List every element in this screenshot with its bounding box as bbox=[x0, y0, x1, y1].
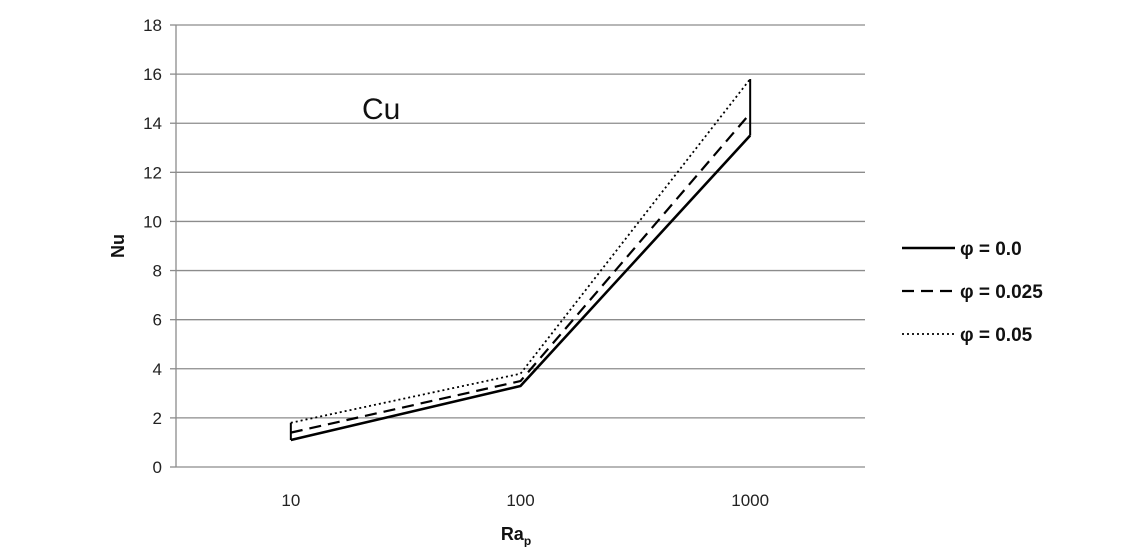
y-tick-label: 16 bbox=[143, 65, 162, 84]
legend-label: φ = 0.025 bbox=[960, 282, 1043, 303]
x-tick-label: 10 bbox=[281, 491, 300, 510]
series-lines bbox=[289, 78, 752, 442]
y-tick-label: 8 bbox=[153, 262, 162, 281]
legend: φ = 0.0 φ = 0.025 φ = 0.05 bbox=[902, 239, 1043, 346]
axes bbox=[170, 24, 865, 468]
legend-label: φ = 0.05 bbox=[960, 325, 1033, 346]
y-tick-label: 2 bbox=[153, 409, 162, 428]
y-tick-label: 4 bbox=[153, 360, 162, 379]
y-tick-label: 14 bbox=[143, 114, 162, 133]
grid-lines bbox=[176, 24, 865, 419]
tick-labels: 0 2 4 6 8 10 12 14 16 18 10 100 1000 bbox=[143, 16, 769, 510]
y-tick-label: 18 bbox=[143, 16, 162, 35]
y-tick-label: 12 bbox=[143, 163, 162, 182]
chart-annotation: Cu bbox=[362, 93, 400, 126]
y-tick-label: 6 bbox=[153, 311, 162, 330]
x-axis-title-subscript: p bbox=[524, 534, 531, 547]
series-line bbox=[290, 134, 752, 442]
y-tick-label: 0 bbox=[153, 458, 162, 477]
y-axis-title: Nu bbox=[108, 234, 128, 258]
x-tick-label: 1000 bbox=[731, 491, 769, 510]
series-line bbox=[290, 78, 751, 424]
x-axis-title: Rap bbox=[501, 524, 531, 547]
legend-label: φ = 0.0 bbox=[960, 239, 1022, 260]
y-tick-label: 10 bbox=[143, 212, 162, 231]
series-line bbox=[290, 112, 752, 434]
x-tick-label: 100 bbox=[506, 491, 534, 510]
x-axis-title-main: Ra bbox=[501, 524, 525, 544]
